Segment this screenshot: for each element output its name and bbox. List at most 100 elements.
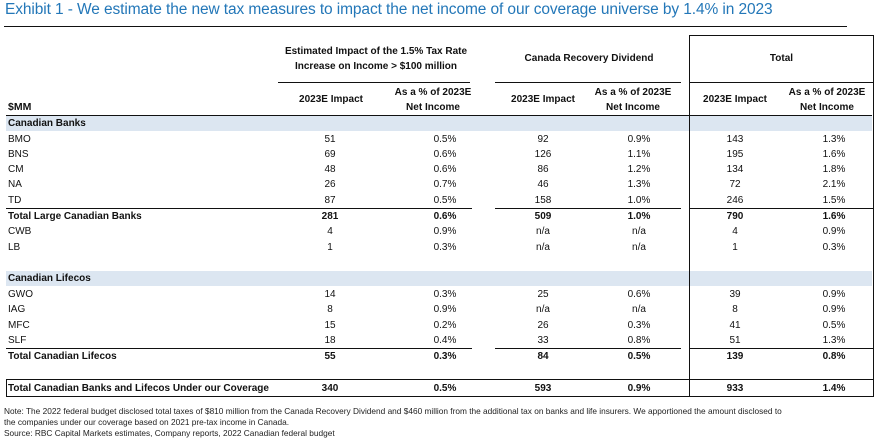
recovery-dividend-impact-cell: 84 [537, 351, 549, 362]
tax-rate-impact-cell: 4 [327, 226, 333, 237]
unit-label: $MM [8, 101, 32, 113]
tax-rate-pct-cell: 0.4% [433, 335, 457, 346]
table-row: IAG 8 0.9% n/a n/a 8 0.9% [4, 302, 874, 317]
total-pct-cell: 0.9% [822, 304, 846, 315]
total-impact-cell: 72 [729, 179, 741, 190]
table-row: BNS 69 0.6% 126 1.1% 195 1.6% [4, 147, 874, 162]
table-row: GWO 14 0.3% 25 0.6% 39 0.9% [4, 287, 874, 302]
section-label: Canadian Banks [8, 118, 86, 129]
recovery-dividend-pct-cell: 0.3% [627, 320, 651, 331]
tax-rate-pct-cell: 0.3% [433, 289, 457, 300]
recovery-dividend-impact-cell: 26 [537, 320, 549, 331]
recovery-dividend-impact-cell: 158 [534, 195, 552, 206]
group-header-line2: Increase on Income > $100 million [294, 61, 457, 72]
tax-rate-impact-cell: 1 [327, 242, 333, 253]
tax-rate-pct-cell: 0.5% [433, 383, 457, 394]
col-header-pct-2: As a % of 2023E Net Income [588, 85, 678, 115]
recovery-dividend-pct-cell: n/a [632, 242, 646, 253]
group-rule-1 [278, 82, 470, 83]
total-pct-cell: 1.3% [822, 335, 846, 346]
section-header-banks: Canadian Banks [4, 116, 874, 131]
tax-rate-impact-cell: 26 [324, 179, 336, 190]
recovery-dividend-pct-cell: n/a [632, 304, 646, 315]
row-label: TD [8, 195, 22, 206]
col-header-pct-line2: Net Income [800, 102, 854, 113]
total-pct-cell: 2.1% [822, 179, 846, 190]
recovery-dividend-pct-cell: 0.8% [627, 335, 651, 346]
total-impact-cell: 39 [729, 289, 741, 300]
table-row: CM 48 0.6% 86 1.2% 134 1.8% [4, 162, 874, 177]
tax-rate-impact-cell: 69 [324, 149, 336, 160]
table-row: TD 87 0.5% 158 1.0% 246 1.5% [4, 193, 874, 208]
tax-rate-pct-cell: 0.5% [433, 195, 457, 206]
recovery-dividend-impact-cell: n/a [536, 242, 550, 253]
recovery-dividend-pct-cell: 0.5% [627, 351, 651, 362]
tax-rate-pct-cell: 0.2% [433, 320, 457, 331]
tax-rate-pct-cell: 0.6% [433, 211, 457, 222]
table-row: Total Canadian Banks and Lifecos Under o… [4, 381, 874, 396]
recovery-dividend-impact-cell: n/a [536, 304, 550, 315]
total-pct-cell: 0.3% [822, 242, 846, 253]
col-header-pct-line2: Net Income [606, 102, 660, 113]
total-group-rule [689, 82, 874, 83]
title-rule [4, 26, 847, 27]
row-label: Total Canadian Lifecos [8, 351, 117, 362]
total-impact-cell: 41 [729, 320, 741, 331]
total-pct-cell: 0.9% [822, 226, 846, 237]
total-box-right [873, 35, 874, 397]
group-header-line1: Estimated Impact of the 1.5% Tax Rate [284, 46, 468, 57]
total-impact-cell: 1 [732, 242, 738, 253]
recovery-dividend-impact-cell: 46 [537, 179, 549, 190]
recovery-dividend-pct-cell: n/a [632, 226, 646, 237]
tax-rate-impact-cell: 8 [327, 304, 333, 315]
group-rule-2 [495, 82, 681, 83]
row-label: Total Canadian Banks and Lifecos Under o… [8, 383, 269, 394]
tax-rate-pct-cell: 0.3% [433, 351, 457, 362]
table-row: BMO 51 0.5% 92 0.9% 143 1.3% [4, 132, 874, 147]
total-impact-cell: 51 [729, 335, 741, 346]
recovery-dividend-impact-cell: 33 [537, 335, 549, 346]
group-header-tax-rate: Estimated Impact of the 1.5% Tax Rate In… [278, 44, 474, 74]
total-pct-cell: 1.4% [822, 383, 846, 394]
total-box-left [689, 35, 690, 397]
total-pct-cell: 0.5% [822, 320, 846, 331]
source-note: Source: RBC Capital Markets estimates, C… [4, 428, 335, 438]
grand-total-left-rule [6, 379, 7, 396]
row-label: LB [8, 242, 21, 253]
tax-rate-impact-cell: 55 [324, 351, 336, 362]
row-label: CM [8, 164, 24, 175]
subtotal-rule-lifecos-2 [495, 348, 681, 349]
footnote: Note: The 2022 federal budget disclosed … [4, 406, 782, 416]
recovery-dividend-pct-cell: 0.9% [627, 383, 651, 394]
recovery-dividend-impact-cell: 92 [537, 134, 549, 145]
recovery-dividend-impact-cell: 509 [534, 211, 552, 222]
total-impact-cell: 790 [726, 211, 744, 222]
total-pct-cell: 1.8% [822, 164, 846, 175]
table-row: NA 26 0.7% 46 1.3% 72 2.1% [4, 177, 874, 192]
col-header-impact-3: 2023E Impact [703, 94, 767, 105]
recovery-dividend-pct-cell: 1.0% [627, 211, 651, 222]
total-impact-cell: 246 [726, 195, 744, 206]
subtotal-rule-banks-2 [495, 208, 681, 209]
tax-rate-impact-cell: 48 [324, 164, 336, 175]
exhibit-title: Exhibit 1 - We estimate the new tax meas… [5, 1, 773, 18]
row-label: MFC [8, 320, 30, 331]
col-header-impact-1: 2023E Impact [299, 94, 363, 105]
recovery-dividend-pct-cell: 1.3% [627, 179, 651, 190]
table-row: MFC 15 0.2% 26 0.3% 41 0.5% [4, 318, 874, 333]
section-shade-banks [6, 116, 872, 131]
tax-rate-impact-cell: 281 [321, 211, 339, 222]
recovery-dividend-pct-cell: 0.9% [627, 134, 651, 145]
group-header-recovery-dividend: Canada Recovery Dividend [524, 53, 654, 64]
tax-rate-pct-cell: 0.9% [433, 226, 457, 237]
total-pct-cell: 0.9% [822, 289, 846, 300]
total-impact-cell: 195 [726, 149, 744, 160]
table-row: LB 1 0.3% n/a n/a 1 0.3% [4, 240, 874, 255]
row-label: NA [8, 179, 22, 190]
row-label: BNS [8, 149, 29, 160]
col-header-pct-3: As a % of 2023E Net Income [782, 85, 872, 115]
row-label: BMO [8, 134, 31, 145]
col-header-pct-line1: As a % of 2023E [394, 87, 472, 98]
recovery-dividend-impact-cell: n/a [536, 226, 550, 237]
tax-rate-pct-cell: 0.5% [433, 134, 457, 145]
